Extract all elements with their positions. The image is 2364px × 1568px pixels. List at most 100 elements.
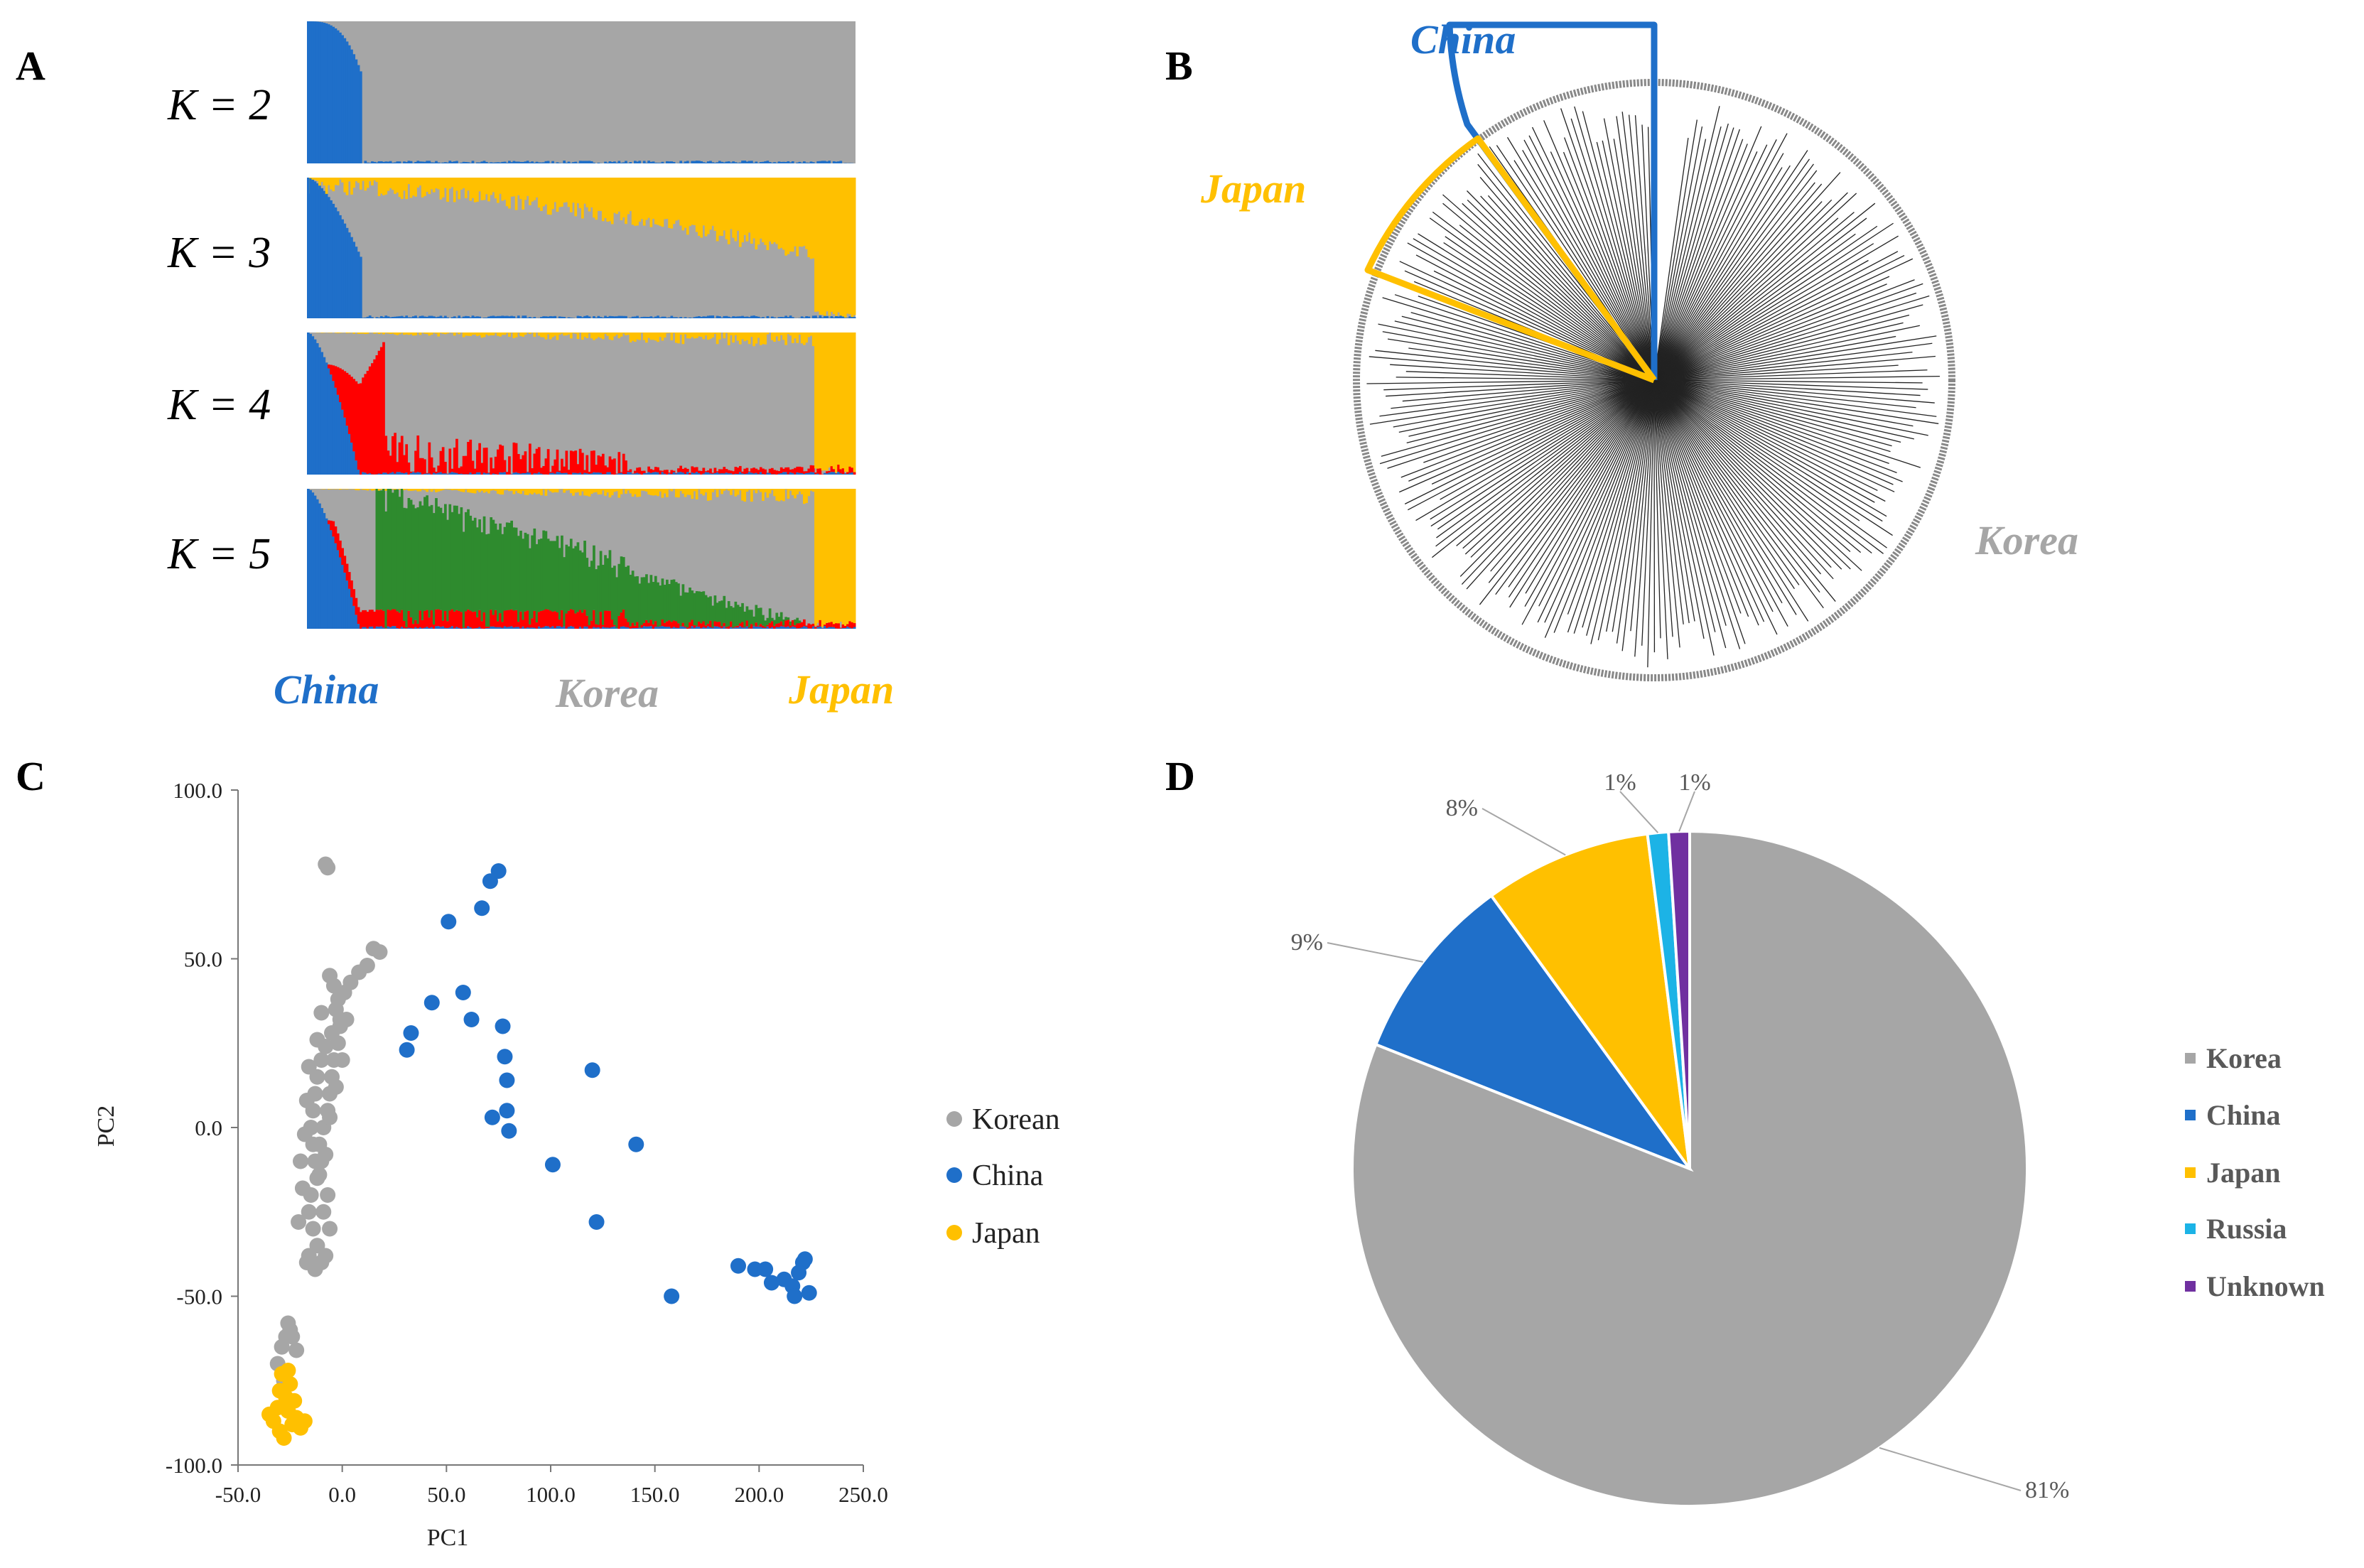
structure-bar-segment — [853, 627, 856, 629]
structure-bar-segment — [738, 465, 742, 472]
structure-bar-segment — [794, 625, 797, 627]
tree-branch — [1437, 379, 1655, 530]
structure-bar-japan — [458, 489, 461, 491]
structure-bar-segment — [843, 627, 847, 629]
structure-bar-japan — [572, 178, 575, 203]
structure-bar-segment — [784, 161, 787, 163]
structure-bar-japan — [467, 178, 470, 191]
pca-point-korean — [291, 1214, 307, 1230]
structure-bar-segment — [478, 443, 481, 472]
structure-bar-japan — [414, 332, 417, 336]
structure-bar-japan — [524, 178, 527, 200]
structure-bar-japan — [711, 178, 715, 226]
structure-bar-segment — [636, 467, 639, 473]
structure-bar-segment — [766, 161, 770, 163]
structure-bar-japan — [315, 178, 319, 181]
tree-branch — [1402, 379, 1655, 402]
structure-bar-segment — [375, 355, 379, 475]
structure-bar-segment — [359, 612, 362, 629]
pca-point-korean — [311, 1167, 328, 1183]
tree-branch — [1653, 314, 1910, 381]
structure-bar-segment — [762, 317, 765, 318]
structure-bar-japan — [798, 489, 802, 492]
structure-bar-segment — [403, 161, 406, 163]
structure-bar-segment — [355, 59, 358, 163]
pca-point-china — [801, 1285, 817, 1301]
structure-bar-japan — [517, 332, 520, 333]
structure-bar-segment — [569, 539, 573, 610]
structure-bar-japan — [407, 178, 411, 185]
structure-bar-segment — [540, 539, 543, 611]
structure-bar-japan — [615, 332, 618, 335]
structure-bar-japan — [706, 178, 710, 234]
structure-bar-segment — [583, 610, 586, 627]
structure-bar-segment — [782, 625, 785, 627]
structure-bar-segment — [613, 625, 616, 627]
structure-bar-segment — [485, 627, 488, 629]
structure-bar-japan — [725, 178, 728, 239]
structure-bar-segment — [681, 584, 685, 623]
structure-bar-segment — [350, 377, 353, 443]
structure-bar-segment — [336, 367, 340, 395]
structure-bar-japan — [828, 178, 831, 316]
structure-bar-segment — [394, 473, 396, 475]
structure-bar-segment — [727, 626, 730, 629]
structure-bar-segment — [455, 161, 458, 163]
structure-bar-japan — [839, 178, 843, 318]
structure-bar-segment — [679, 465, 683, 472]
tree-branch — [1653, 379, 1883, 522]
structure-bar-segment — [848, 621, 852, 628]
structure-bar-segment — [629, 574, 632, 627]
structure-bar-segment — [355, 460, 358, 475]
structure-bar-japan — [766, 332, 770, 335]
tree-branch — [1369, 379, 1655, 425]
structure-row-k4 — [307, 332, 856, 475]
structure-bar-segment — [313, 181, 317, 318]
structure-bar-segment — [533, 317, 536, 318]
structure-bar-japan — [647, 489, 650, 494]
structure-bar-segment — [403, 473, 406, 475]
structure-bar-segment — [561, 316, 563, 318]
structure-bar-segment — [816, 473, 820, 475]
structure-bar-japan — [620, 178, 623, 221]
structure-bar-segment — [649, 575, 653, 620]
structure-bar-segment — [551, 161, 554, 163]
structure-bar-segment — [492, 315, 495, 318]
structure-bar-segment — [652, 161, 655, 163]
tree-branch — [1398, 379, 1655, 433]
structure-bar-japan — [787, 489, 790, 499]
structure-bar-japan — [535, 178, 539, 198]
tree-korea-label: Korea — [1975, 517, 2078, 563]
structure-bar-segment — [654, 575, 657, 622]
structure-bar-segment — [674, 473, 678, 475]
structure-bar-segment — [625, 474, 627, 475]
structure-bar-segment — [551, 465, 554, 473]
structure-bar-segment — [727, 470, 730, 474]
tree-branch — [1387, 338, 1655, 381]
pca-x-tick-label: 50.0 — [427, 1482, 465, 1507]
structure-bar-segment — [718, 622, 721, 627]
structure-bar-segment — [796, 617, 799, 624]
structure-bar-japan — [784, 178, 787, 256]
pca-point-korean — [298, 1093, 315, 1108]
structure-bar-segment — [684, 467, 687, 474]
tree-branch — [1653, 325, 1920, 381]
structure-bar-segment — [414, 627, 417, 629]
structure-bar-japan — [394, 332, 396, 335]
structure-bar-segment — [649, 161, 653, 163]
structure-bar-segment — [569, 609, 573, 627]
structure-bar-segment — [816, 625, 820, 627]
structure-bar-segment — [350, 580, 353, 598]
structure-bar-segment — [666, 579, 669, 622]
structure-bar-segment — [578, 448, 582, 473]
structure-bar-japan — [595, 178, 598, 220]
structure-bar-segment — [732, 628, 735, 629]
pca-point-china — [664, 1288, 680, 1304]
tree-branch — [1653, 251, 1899, 381]
structure-bar-segment — [505, 627, 509, 629]
structure-bar-japan — [762, 489, 765, 501]
structure-bar-segment — [394, 609, 396, 627]
structure-bar-segment — [807, 472, 811, 475]
structure-bar-japan — [625, 332, 627, 335]
structure-bar-segment — [747, 610, 751, 628]
